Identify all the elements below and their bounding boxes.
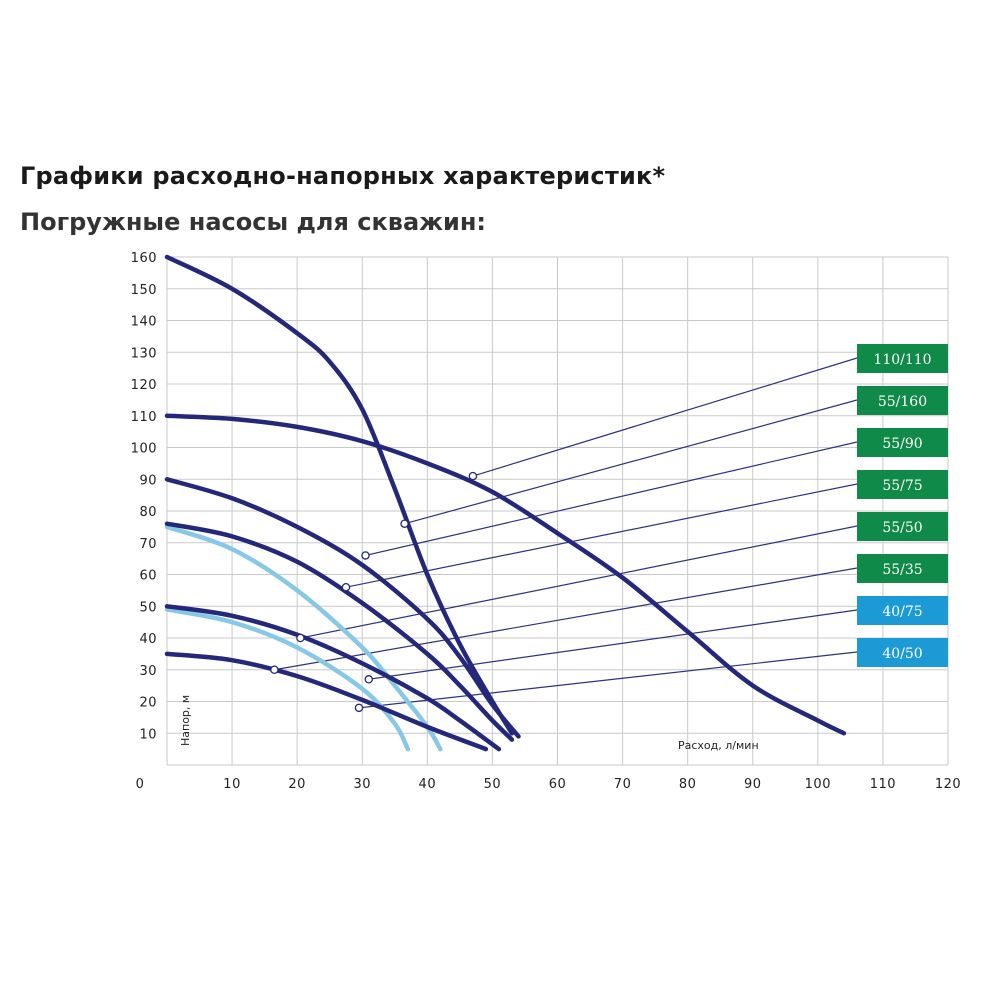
x-tick-label: 100 xyxy=(805,777,831,792)
curve-55-160 xyxy=(164,254,515,736)
y-tick-label: 20 xyxy=(139,696,157,711)
x-tick-label: 80 xyxy=(679,777,697,792)
series-badge-55-35: 55/35 xyxy=(857,554,948,583)
curve-110-110 xyxy=(164,413,847,736)
page-title: Графики расходно-напорных характеристик* xyxy=(20,162,666,190)
marker-55-35 xyxy=(270,665,279,675)
series-badge-55-50: 55/50 xyxy=(857,512,948,541)
badge-background xyxy=(857,596,948,625)
y-tick-label: 50 xyxy=(139,600,157,615)
y-axis-label: Напор, м xyxy=(179,695,192,746)
y-tick-label: 10 xyxy=(139,727,157,742)
y-tick-label: 60 xyxy=(139,569,157,584)
curve-55-50 xyxy=(164,604,502,752)
marker-55-90 xyxy=(361,551,370,560)
series-badge-40-50: 40/50 xyxy=(857,638,948,667)
x-axis-label: Расход, л/мин xyxy=(678,739,759,752)
leader-line-110-110 xyxy=(472,357,858,477)
label-leader-lines xyxy=(274,357,858,709)
x-tick-label: 50 xyxy=(484,777,502,792)
badge-background xyxy=(857,428,948,457)
series-curves xyxy=(164,254,847,752)
x-tick-label: 10 xyxy=(223,777,241,792)
marker-40-50 xyxy=(354,703,364,713)
leader-line-55-50 xyxy=(300,525,858,639)
y-tick-label: 100 xyxy=(131,442,157,457)
badge-background xyxy=(857,470,948,499)
series-badge-40-75: 40/75 xyxy=(857,596,948,625)
x-tick-label: 70 xyxy=(614,777,632,792)
badge-background xyxy=(857,512,948,541)
y-tick-label: 150 xyxy=(131,283,157,298)
series-badge-55-75: 55/75 xyxy=(857,470,948,499)
origin-label: 0 xyxy=(136,777,145,792)
badge-background xyxy=(857,386,948,415)
series-badge-55-90: 55/90 xyxy=(857,428,948,457)
curve-55-35 xyxy=(164,651,489,752)
y-tick-label: 160 xyxy=(131,251,157,266)
y-tick-label: 70 xyxy=(139,537,157,552)
x-tick-label: 120 xyxy=(935,777,961,792)
x-tick-label: 110 xyxy=(870,777,896,792)
badge-background xyxy=(857,344,948,373)
page-subtitle: Погружные насосы для скважин: xyxy=(20,208,487,236)
series-badge-55-160: 55/160 xyxy=(857,386,948,415)
y-axis-ticks: 10 20 30 40 50 60 70 80 90 100 110 120 130 140 150 160 xyxy=(131,251,157,742)
series-badges: 110/110 55/160 55/90 55/75 55/50 55/35 40/75 40… xyxy=(857,344,948,667)
x-axis-ticks: 10 20 30 40 50 60 70 80 90 100 110 120 xyxy=(223,777,961,792)
badge-label: 40/50 xyxy=(882,646,922,662)
badge-background xyxy=(857,554,948,583)
y-tick-label: 110 xyxy=(131,410,157,425)
leader-line-55-35 xyxy=(274,567,858,671)
badge-label: 55/35 xyxy=(882,562,922,578)
x-tick-label: 90 xyxy=(744,777,762,792)
leader-line-40-50 xyxy=(358,651,858,709)
leader-line-55-75 xyxy=(345,483,858,588)
series-badge-110-110: 110/110 xyxy=(857,344,948,373)
badge-label: 55/160 xyxy=(878,394,927,410)
badge-label: 55/75 xyxy=(882,478,922,494)
y-tick-label: 90 xyxy=(139,473,157,488)
x-tick-label: 30 xyxy=(353,777,371,792)
badge-label: 55/90 xyxy=(882,436,922,452)
marker-110-110 xyxy=(468,471,478,481)
y-tick-label: 40 xyxy=(139,632,157,647)
series-markers xyxy=(270,471,478,713)
leader-line-40-75 xyxy=(368,609,858,680)
leader-line-55-160 xyxy=(404,399,858,525)
badge-background xyxy=(857,638,948,667)
curve-40-50 xyxy=(164,607,411,752)
badge-label: 55/50 xyxy=(882,520,922,536)
leader-line-55-90 xyxy=(365,441,858,557)
y-tick-label: 30 xyxy=(139,664,157,679)
y-tick-label: 130 xyxy=(131,346,157,361)
curve-55-75 xyxy=(164,521,515,742)
marker-55-160 xyxy=(400,519,409,528)
badge-label: 40/75 xyxy=(882,604,922,620)
marker-55-75 xyxy=(341,582,351,592)
marker-55-50 xyxy=(296,633,305,643)
x-tick-label: 20 xyxy=(288,777,306,792)
x-tick-label: 60 xyxy=(549,777,567,792)
y-tick-label: 120 xyxy=(131,378,157,393)
badge-label: 110/110 xyxy=(873,352,931,368)
marker-40-75 xyxy=(364,675,374,684)
y-tick-label: 140 xyxy=(131,315,157,330)
y-tick-label: 80 xyxy=(139,505,157,520)
x-tick-label: 40 xyxy=(419,777,437,792)
curve-55-90 xyxy=(164,477,521,739)
